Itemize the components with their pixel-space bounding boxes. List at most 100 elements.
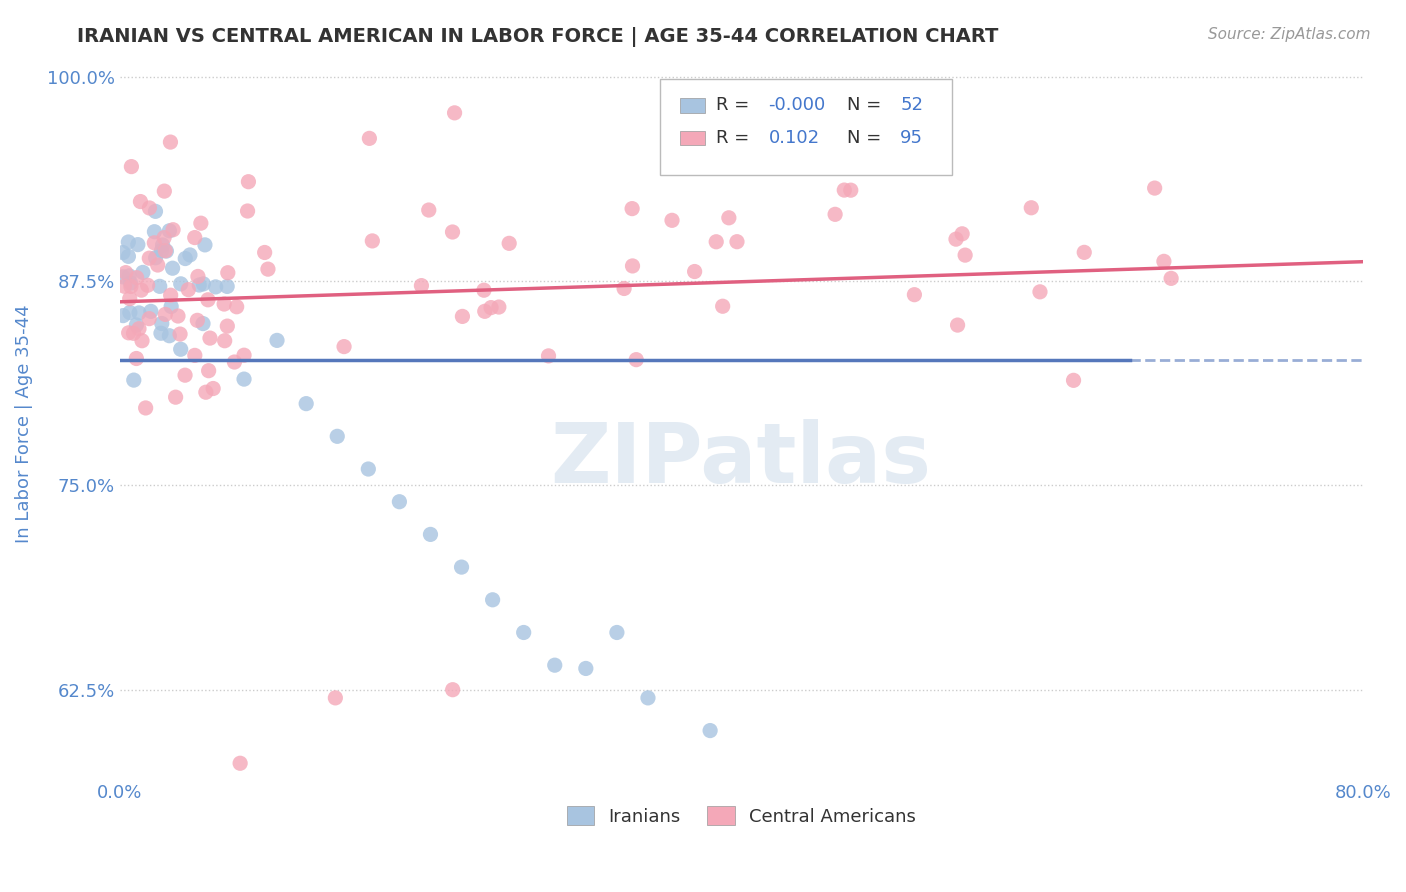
Point [257,262,280,277]
Point [441,225,464,239]
Point [451,310,474,324]
FancyBboxPatch shape [681,131,706,145]
Point [704,235,727,249]
Point [170,277,193,291]
Point [165,390,187,404]
Point [832,183,855,197]
Point [472,283,495,297]
Point [177,283,200,297]
Point [359,131,381,145]
Point [186,313,208,327]
Point [149,326,172,341]
Point [711,299,734,313]
Point [217,319,239,334]
Point [159,135,181,149]
Point [157,328,180,343]
Point [169,327,191,342]
Point [224,355,246,369]
Text: N =: N = [846,96,882,114]
Point [479,301,502,315]
Point [229,756,252,771]
Text: ZIPatlas: ZIPatlas [551,419,932,500]
Point [117,235,139,249]
Point [118,292,141,306]
Point [236,204,259,219]
Point [138,251,160,265]
Point [212,297,235,311]
Point [184,348,207,362]
Point [1160,271,1182,285]
Point [197,293,219,307]
Point [575,661,598,675]
Point [125,318,148,332]
Point [128,321,150,335]
Point [194,238,217,252]
Point [112,309,135,323]
Point [127,237,149,252]
Point [699,723,721,738]
Point [150,244,173,258]
Point [120,279,142,293]
Point [443,106,465,120]
Point [117,249,139,263]
Point [488,300,510,314]
Point [1063,373,1085,387]
Point [725,235,748,249]
Point [174,368,197,383]
Point [295,397,318,411]
Point [155,244,177,258]
Text: -0.000: -0.000 [769,96,825,114]
Legend: Iranians, Central Americans: Iranians, Central Americans [558,797,925,835]
Point [450,560,472,574]
Point [544,658,567,673]
Point [419,527,441,541]
Point [190,216,212,230]
Point [361,234,384,248]
Point [155,244,177,258]
Point [225,300,247,314]
Text: N =: N = [846,129,882,147]
Point [238,175,260,189]
Point [191,317,214,331]
Point [112,279,135,293]
Point [155,307,177,321]
Point [1143,181,1166,195]
Point [160,300,183,314]
FancyBboxPatch shape [681,98,706,112]
Point [1073,245,1095,260]
Point [903,287,925,301]
Point [202,382,225,396]
Point [613,281,636,295]
Point [170,343,193,357]
Text: IRANIAN VS CENTRAL AMERICAN IN LABOR FORCE | AGE 35-44 CORRELATION CHART: IRANIAN VS CENTRAL AMERICAN IN LABOR FOR… [77,27,998,46]
Point [152,238,174,252]
Point [1153,254,1175,268]
Point [498,236,520,251]
Point [138,201,160,215]
Point [179,248,201,262]
Text: Source: ZipAtlas.com: Source: ZipAtlas.com [1208,27,1371,42]
Point [683,264,706,278]
Point [217,266,239,280]
Text: 0.102: 0.102 [769,129,820,147]
Point [143,225,166,239]
Point [139,304,162,318]
Point [661,213,683,227]
Point [114,266,136,280]
Point [474,304,496,318]
Point [411,278,433,293]
Point [357,462,380,476]
Point [187,269,209,284]
Point [946,318,969,332]
Y-axis label: In Labor Force | Age 35-44: In Labor Force | Age 35-44 [15,305,32,543]
Point [162,223,184,237]
Point [325,690,347,705]
Point [149,279,172,293]
Point [143,235,166,250]
Point [111,269,134,284]
Point [122,326,145,341]
Point [132,265,155,279]
Point [125,270,148,285]
Point [128,306,150,320]
Point [150,317,173,331]
